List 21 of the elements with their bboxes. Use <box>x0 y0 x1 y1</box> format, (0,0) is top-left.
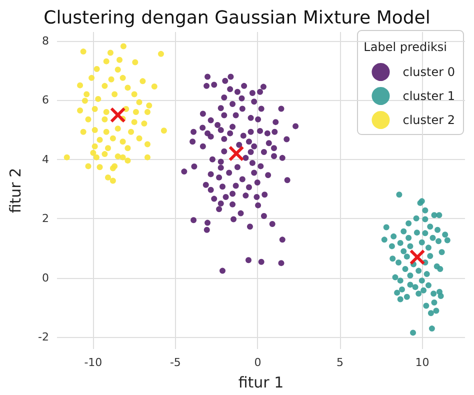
y-tick-label: 6 <box>42 94 49 107</box>
x-tick-label: 10 <box>415 356 430 369</box>
x-tick-label: 5 <box>336 356 344 369</box>
point <box>110 107 126 122</box>
y-tick-label: 4 <box>42 152 49 166</box>
y-tick-label: 8 <box>42 34 49 48</box>
x-axis-title: fitur 1 <box>238 374 284 392</box>
x-tick-label: 0 <box>254 356 262 369</box>
legend-title: Label prediksi <box>364 40 447 54</box>
y-tick-label: -2 <box>38 330 49 344</box>
legend-label: cluster 0 <box>402 65 456 79</box>
y-tick-label: 2 <box>42 212 49 226</box>
x-tick-label: -5 <box>170 356 181 369</box>
y-axis-title: fitur 2 <box>6 168 24 214</box>
legend-label: cluster 1 <box>402 89 456 103</box>
point <box>228 146 244 161</box>
legend-label: cluster 2 <box>402 113 456 127</box>
y-tick-label: 0 <box>42 271 49 284</box>
x-tick-label: -10 <box>84 356 102 369</box>
point <box>410 250 425 265</box>
chart-title: Clustering dengan Gaussian Mixture Model <box>44 8 430 28</box>
